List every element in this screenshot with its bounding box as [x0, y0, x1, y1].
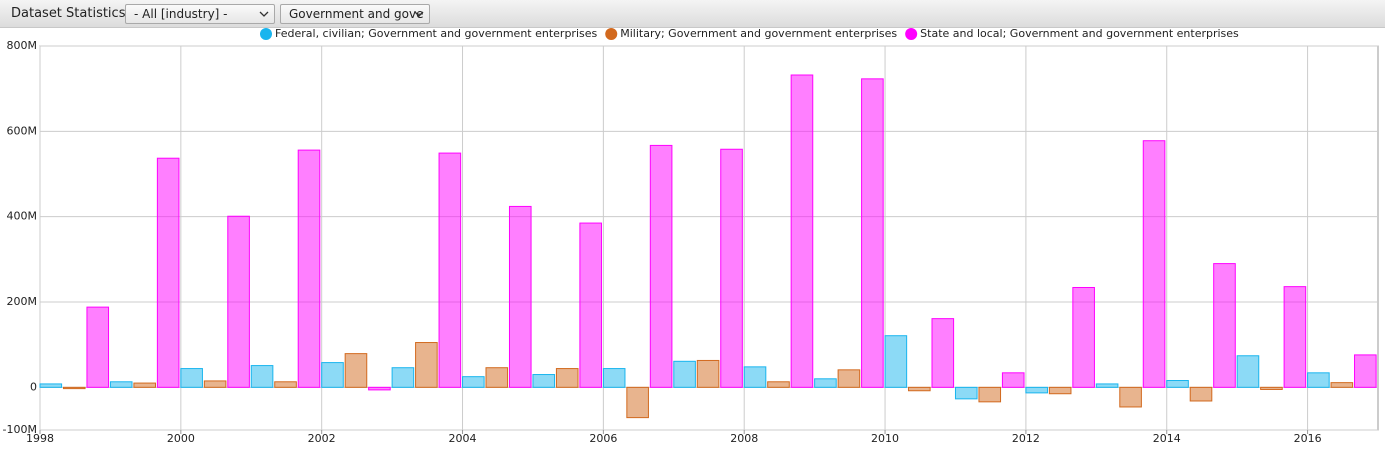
x-tick-label: 2014 [1153, 432, 1181, 445]
bar [555, 368, 579, 388]
bar [227, 215, 250, 388]
x-tick-label: 2002 [308, 432, 336, 445]
bar [532, 374, 556, 388]
bar [438, 152, 462, 388]
bar [673, 360, 696, 388]
legend-marker [260, 28, 272, 40]
bar [743, 366, 767, 388]
bar [1142, 140, 1166, 388]
bar [1166, 380, 1189, 388]
x-tick-label: 2004 [449, 432, 477, 445]
x-tick-label: 1998 [26, 432, 54, 445]
bar [579, 222, 602, 388]
x-tick-label: 2012 [1012, 432, 1040, 445]
bar [908, 386, 931, 392]
chevron [259, 11, 269, 17]
series-dropdown[interactable]: Government and gove [280, 4, 430, 24]
y-tick-label: 0 [30, 380, 37, 393]
bar [1189, 386, 1213, 402]
bar [649, 144, 673, 388]
bar [861, 78, 884, 388]
bar [626, 386, 649, 419]
bar [39, 383, 63, 388]
x-tick-label: 2010 [871, 432, 899, 445]
bar [1260, 386, 1283, 390]
legend-label: Military; Government and government ente… [620, 27, 897, 40]
bar [931, 318, 955, 388]
bar [508, 205, 532, 388]
bar [1307, 372, 1330, 388]
bar [180, 368, 203, 388]
bar [767, 381, 790, 388]
bar [321, 362, 344, 388]
bar [274, 381, 297, 388]
bar [156, 157, 180, 388]
bar [1330, 382, 1354, 388]
bar [297, 149, 321, 388]
industry-dropdown[interactable]: - All [industry] - [125, 4, 275, 24]
y-tick-label: 200M [7, 295, 38, 308]
bar [462, 376, 485, 388]
bar [1025, 386, 1048, 394]
dropdown-text: Government and gove [289, 7, 424, 21]
bar [954, 386, 978, 400]
bar [344, 353, 368, 388]
bar [133, 382, 156, 388]
bar [720, 148, 743, 388]
bar [368, 386, 391, 391]
x-tick-label: 2008 [730, 432, 758, 445]
legend-marker [605, 28, 618, 40]
bar [62, 386, 86, 390]
bar [415, 342, 438, 388]
bar [602, 368, 626, 388]
legend-label: Federal, civilian; Government and govern… [275, 27, 597, 40]
bar [1048, 386, 1072, 395]
y-tick-label: 600M [7, 124, 38, 137]
bar [814, 378, 837, 388]
toolbar-title: Dataset Statistics [11, 6, 126, 21]
legend-label: State and local; Government and governme… [920, 27, 1239, 40]
x-tick-label: 2006 [589, 432, 617, 445]
bar [978, 386, 1002, 403]
bar [203, 380, 227, 388]
bar [1213, 263, 1236, 388]
bar [109, 381, 133, 388]
x-tick-label: 2000 [167, 432, 195, 445]
bar [790, 74, 814, 388]
bar [485, 367, 509, 388]
bar [837, 369, 861, 388]
bar [696, 359, 720, 388]
bar [1283, 286, 1307, 388]
bar [1095, 383, 1119, 388]
bar [1354, 354, 1377, 388]
x-tick-label: 2016 [1294, 432, 1322, 445]
bar [1236, 355, 1260, 388]
y-tick-label: 800M [7, 39, 38, 52]
chevron [414, 11, 424, 17]
bar [250, 365, 274, 388]
bar [1119, 386, 1142, 408]
bar [1072, 286, 1095, 388]
bar [1001, 372, 1025, 388]
dropdown-text: - All [industry] - [134, 7, 228, 21]
bar [884, 335, 908, 388]
y-tick-label: -100M [3, 423, 37, 436]
bar [391, 367, 415, 388]
y-tick-label: 400M [7, 210, 38, 223]
legend-marker [905, 28, 918, 40]
bar [86, 306, 110, 388]
toolbar: Dataset Statistics - All [industry] - Go… [0, 0, 1385, 28]
